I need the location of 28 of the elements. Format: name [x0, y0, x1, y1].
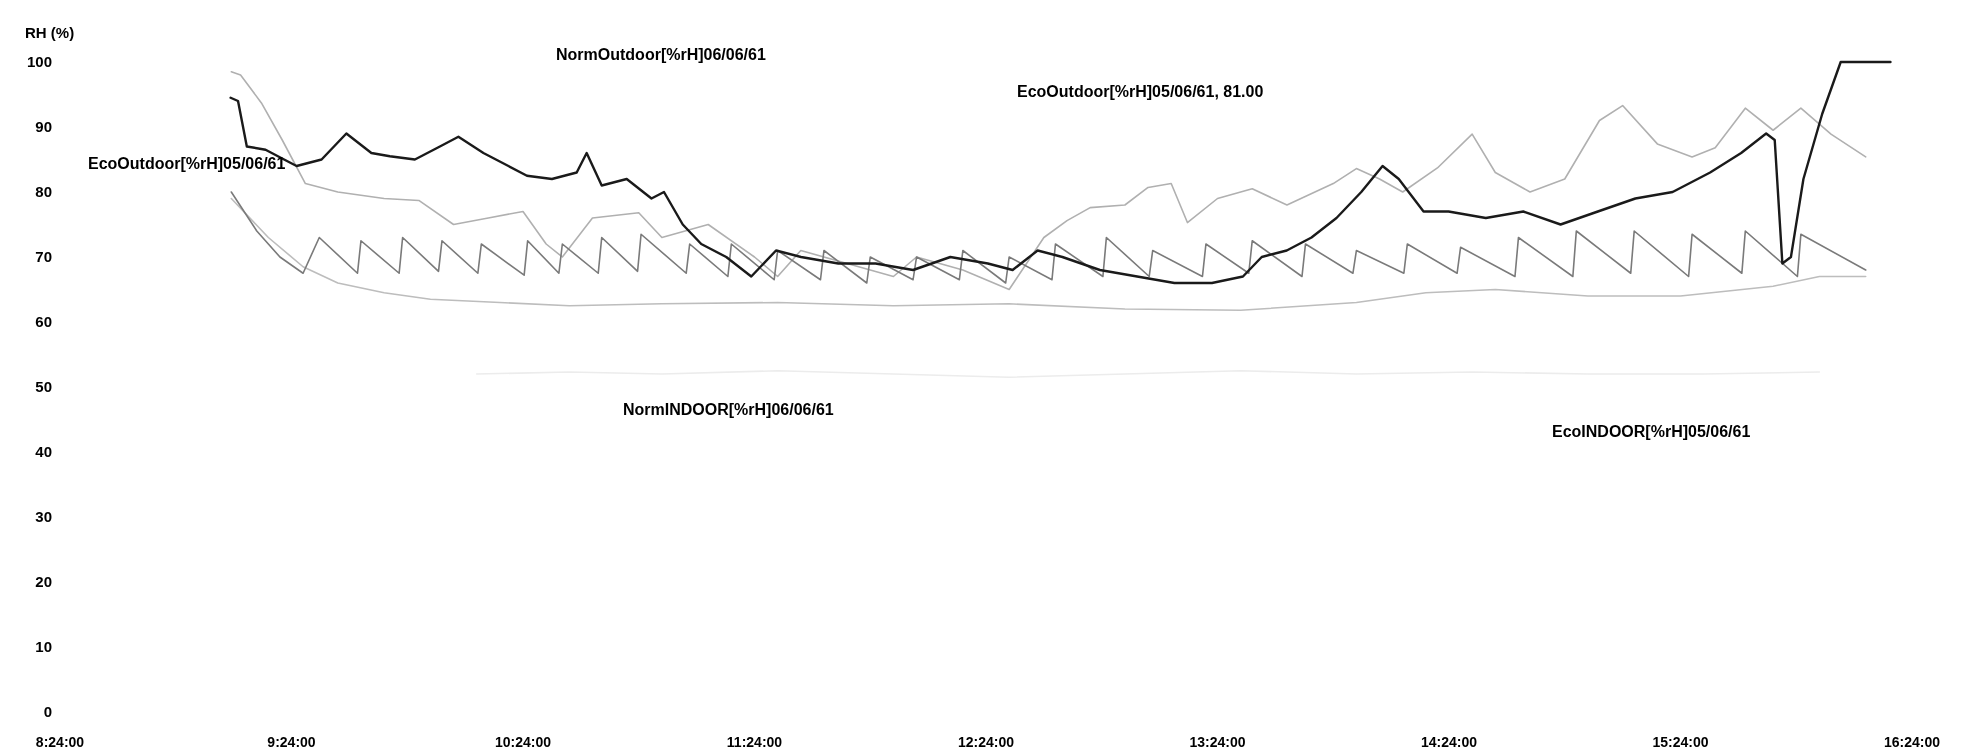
x-tick-label: 8:24:00 [35, 734, 85, 750]
x-tick-label: 9:24:00 [267, 734, 316, 750]
y-tick-label: 40 [35, 443, 52, 461]
x-tick-label: 14:24:00 [1420, 734, 1478, 750]
annotation: EcoINDOOR[%rH]05/06/61 [1552, 423, 1751, 440]
annotation: NormOutdoor[%rH]06/06/61 [556, 46, 766, 63]
x-tick-label: 10:24:00 [494, 734, 552, 750]
x-tick-label: 16:24:00 [1883, 734, 1941, 750]
y-tick-label: 20 [35, 573, 52, 591]
x-tick-label: 15:24:00 [1652, 734, 1709, 750]
y-tick-label: 80 [35, 183, 52, 201]
y-axis-title: RH (%) [25, 24, 75, 41]
annotation: EcoOutdoor[%rH]05/06/61, 81.00 [1017, 83, 1264, 100]
y-tick-label: 10 [35, 638, 52, 656]
y-tick-label: 0 [43, 703, 52, 721]
line-series [230, 191, 1867, 284]
y-tick-label: 100 [26, 53, 52, 71]
annotation: NormINDOOR[%rH]06/06/61 [623, 401, 834, 418]
y-tick-label: 30 [35, 508, 52, 526]
x-tick-label: 11:24:00 [726, 734, 783, 750]
annotation: EcoOutdoor[%rH]05/06/61 [88, 155, 286, 172]
y-tick-label: 70 [35, 248, 52, 266]
y-tick-label: 50 [35, 378, 52, 396]
line-series [230, 197, 1867, 312]
x-tick-label: 13:24:00 [1189, 734, 1246, 750]
y-tick-label: 60 [35, 313, 52, 331]
x-tick-label: 12:24:00 [957, 734, 1015, 750]
y-tick-label: 90 [35, 118, 52, 136]
